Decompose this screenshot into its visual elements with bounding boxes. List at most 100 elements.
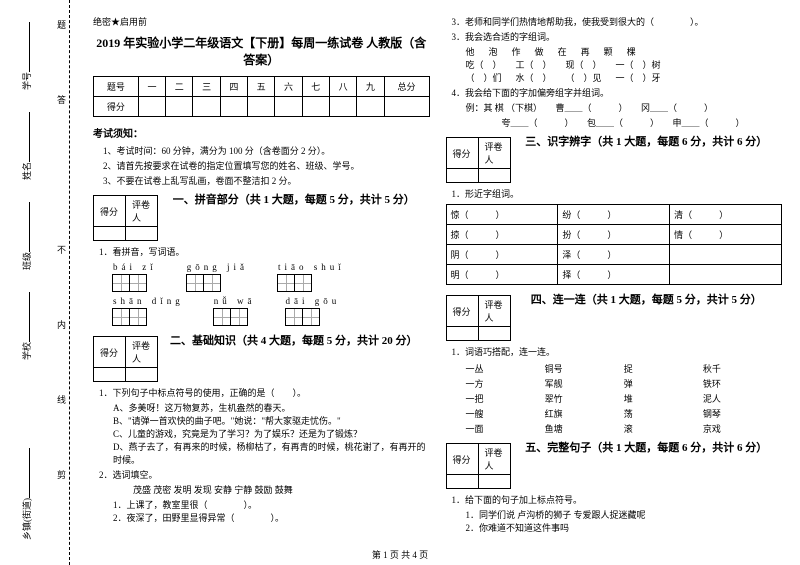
sec5-q1: 1．给下面的句子加上标点符号。	[452, 493, 783, 506]
notice-1: 1、考试时间：60 分钟，满分为 100 分（含卷面分 2 分）。	[103, 144, 430, 157]
match-columns: 一丛一方一把一艘一面 铜号军舰翠竹红旗鱼塘 捉弹堆荡滚 秋千铁环泥人钢琴京戏	[466, 360, 783, 437]
pinyin-label: nǚ wā	[214, 296, 256, 306]
left-column: 绝密★启用前 2019 年实验小学二年级语文【下册】每周一练试卷 人教版（含答案…	[85, 15, 438, 555]
th: 八	[329, 77, 356, 97]
grader-score: 得分	[446, 296, 478, 327]
binding-answer: 答	[55, 95, 68, 104]
th: 三	[193, 77, 220, 97]
page-footer: 第 1 页 共 4 页	[0, 548, 800, 561]
th: 七	[302, 77, 329, 97]
sec4-q1: 1．词语巧搭配，连一连。	[452, 345, 783, 358]
section-2-header: 得分评卷人 二、基础知识（共 4 大题，每题 5 分，共计 20 分）	[93, 330, 430, 384]
pinyin-label: shān dǐng	[113, 296, 184, 306]
pinyin-row-2: shān dǐng nǚ wā dāi gōu	[113, 296, 430, 326]
sec5-i2: 2．你难道不知道这件事吗	[466, 521, 783, 534]
sec2-q3: 3．我会选合适的字组词。	[452, 30, 783, 43]
sec5-i1: 1．同学们说 卢沟桥的狮子 专爱跟人捉迷藏呢	[466, 508, 783, 521]
field-school: 学校	[20, 292, 33, 360]
grader-score: 得分	[446, 444, 478, 475]
grader-person: 评卷人	[478, 296, 510, 327]
binding-cut: 剪	[55, 470, 68, 479]
exam-page: 乡镇(街道) 学校 班级 姓名 学号 剪 线 内 不 答 题 绝密★启用前 20…	[0, 0, 800, 565]
grader-score: 得分	[94, 196, 126, 227]
pinyin-block: dāi gōu	[286, 296, 341, 326]
grader-person: 评卷人	[126, 196, 158, 227]
opt-c: C、儿童的游戏，究竟是为了学习？为了娱乐？还是为了锻炼？	[113, 427, 430, 440]
th: 六	[275, 77, 302, 97]
sec2-q2-words: 茂盛 茂密 发明 发现 安静 宁静 鼓励 鼓舞	[133, 483, 430, 496]
grader-box-3: 得分评卷人	[446, 137, 511, 183]
grader-person: 评卷人	[126, 337, 158, 368]
grader-box-2: 得分评卷人	[93, 336, 158, 382]
pinyin-block: tiāo shuǐ	[278, 262, 345, 292]
grader-score: 得分	[94, 337, 126, 368]
section-1-title: 一、拼音部分（共 1 大题，每题 5 分，共计 5 分）	[158, 191, 430, 207]
binding-no: 不	[55, 245, 68, 254]
sec2-q4: 4．我会给下面的字加偏旁组字并组词。	[452, 86, 783, 99]
section-4-title: 四、连一连（共 1 大题，每题 5 分，共计 5 分）	[511, 291, 783, 307]
th: 五	[248, 77, 275, 97]
pinyin-label: gōng jiǎ	[187, 262, 248, 272]
notice-heading: 考试须知：	[93, 125, 430, 140]
field-name: 姓名	[20, 112, 33, 180]
binding-margin: 乡镇(街道) 学校 班级 姓名 学号 剪 线 内 不 答 题	[0, 0, 70, 565]
sec3-q1: 1．形近字组词。	[452, 187, 783, 200]
sec1-q1: 1．看拼音，写词语。	[99, 245, 430, 258]
opt-a: A、多美呀！这万物复苏，生机盎然的春天。	[113, 401, 430, 414]
grader-box-1: 得分评卷人	[93, 195, 158, 241]
pinyin-row-1: bái zǐ gōng jiǎ tiāo shuǐ	[113, 262, 430, 292]
section-1-header: 得分评卷人 一、拼音部分（共 1 大题，每题 5 分，共计 5 分）	[93, 189, 430, 243]
grader-person: 评卷人	[478, 138, 510, 169]
opt-d: D、燕子去了，有再来的时候，杨柳枯了，有再青的时候，桃花谢了，有再开的时候。	[113, 440, 430, 466]
secret-label: 绝密★启用前	[93, 15, 430, 28]
section-2-title: 二、基础知识（共 4 大题，每题 5 分，共计 20 分）	[158, 332, 430, 348]
q3-row1: 他泡作做在再颗棵	[466, 45, 783, 58]
content-area: 绝密★启用前 2019 年实验小学二年级语文【下册】每周一练试卷 人教版（含答案…	[70, 0, 800, 565]
sec2-q2-i1: 1．上课了，教室里很（ ）。	[113, 498, 430, 511]
q3-row3: （ ）们水（ ）（ ）见一（ ）牙	[466, 71, 783, 84]
opt-b: B、"请弹一首欢快的曲子吧。"她说："帮大家驱走忧伤。"	[113, 414, 430, 427]
notice-3: 3、不要在试卷上乱写乱画，卷面不整洁扣 2 分。	[103, 174, 430, 187]
sec2-q2b-i3: 3．老师和同学们热情地帮助我，使我受到很大的（ ）。	[452, 15, 783, 28]
binding-line: 线	[55, 395, 68, 404]
td: 得分	[94, 97, 139, 117]
th: 四	[220, 77, 247, 97]
section-5-title: 五、完整句子（共 1 大题，每题 6 分，共计 6 分）	[511, 439, 783, 455]
binding-inner: 内	[55, 320, 68, 329]
pinyin-block: bái zǐ	[113, 262, 157, 292]
th: 二	[166, 77, 193, 97]
sec2-q2-i2: 2．夜深了，田野里显得异常（ ）。	[113, 511, 430, 524]
right-column: 3．老师和同学们热情地帮助我，使我受到很大的（ ）。 3．我会选合适的字组词。 …	[438, 15, 791, 555]
pinyin-block: nǚ wā	[214, 296, 256, 326]
field-class: 班级	[20, 202, 33, 270]
th: 总分	[384, 77, 429, 97]
grader-box-5: 得分评卷人	[446, 443, 511, 489]
sec2-q2: 2．选词填空。	[99, 468, 430, 481]
score-header-row: 题号 一 二 三 四 五 六 七 八 九 总分	[94, 77, 430, 97]
near-char-table: 惊（ ）纷（ ）清（ ） 掠（ ）扮（ ）情（ ） 阴（ ）泽（ ） 明（ ）择…	[446, 204, 783, 285]
binding-ti: 题	[55, 20, 68, 29]
section-3-header: 得分评卷人 三、识字辨字（共 1 大题，每题 6 分，共计 6 分）	[446, 131, 783, 185]
section-3-title: 三、识字辨字（共 1 大题，每题 6 分，共计 6 分）	[511, 133, 783, 149]
sec2-q4-ex: 例：其 棋 （下棋） 曹＿＿（ ） 冈＿＿（ ）	[466, 101, 783, 114]
pinyin-label: dāi gōu	[286, 296, 341, 306]
pinyin-label: tiāo shuǐ	[278, 262, 345, 272]
th: 一	[138, 77, 165, 97]
grader-score: 得分	[446, 138, 478, 169]
score-table: 题号 一 二 三 四 五 六 七 八 九 总分 得分	[93, 76, 430, 117]
grader-box-4: 得分评卷人	[446, 295, 511, 341]
section-4-header: 得分评卷人 四、连一连（共 1 大题，每题 5 分，共计 5 分）	[446, 289, 783, 343]
sec2-q4-r2: 夸＿＿（ ） 包＿＿（ ） 申＿＿（ ）	[466, 116, 783, 129]
pinyin-label: bái zǐ	[113, 262, 157, 272]
th: 九	[357, 77, 384, 97]
grader-person: 评卷人	[478, 444, 510, 475]
pinyin-block: shān dǐng	[113, 296, 184, 326]
score-value-row: 得分	[94, 97, 430, 117]
pinyin-block: gōng jiǎ	[187, 262, 248, 292]
exam-title: 2019 年实验小学二年级语文【下册】每周一练试卷 人教版（含答案）	[93, 34, 430, 68]
sec2-q1: 1．下列句子中标点符号的使用，正确的是（ ）。	[99, 386, 430, 399]
section-5-header: 得分评卷人 五、完整句子（共 1 大题，每题 6 分，共计 6 分）	[446, 437, 783, 491]
field-township: 乡镇(街道)	[20, 448, 33, 540]
th: 题号	[94, 77, 139, 97]
q3-row2: 吃（ ）工（ ）现（ ）一（ ）树	[466, 58, 783, 71]
